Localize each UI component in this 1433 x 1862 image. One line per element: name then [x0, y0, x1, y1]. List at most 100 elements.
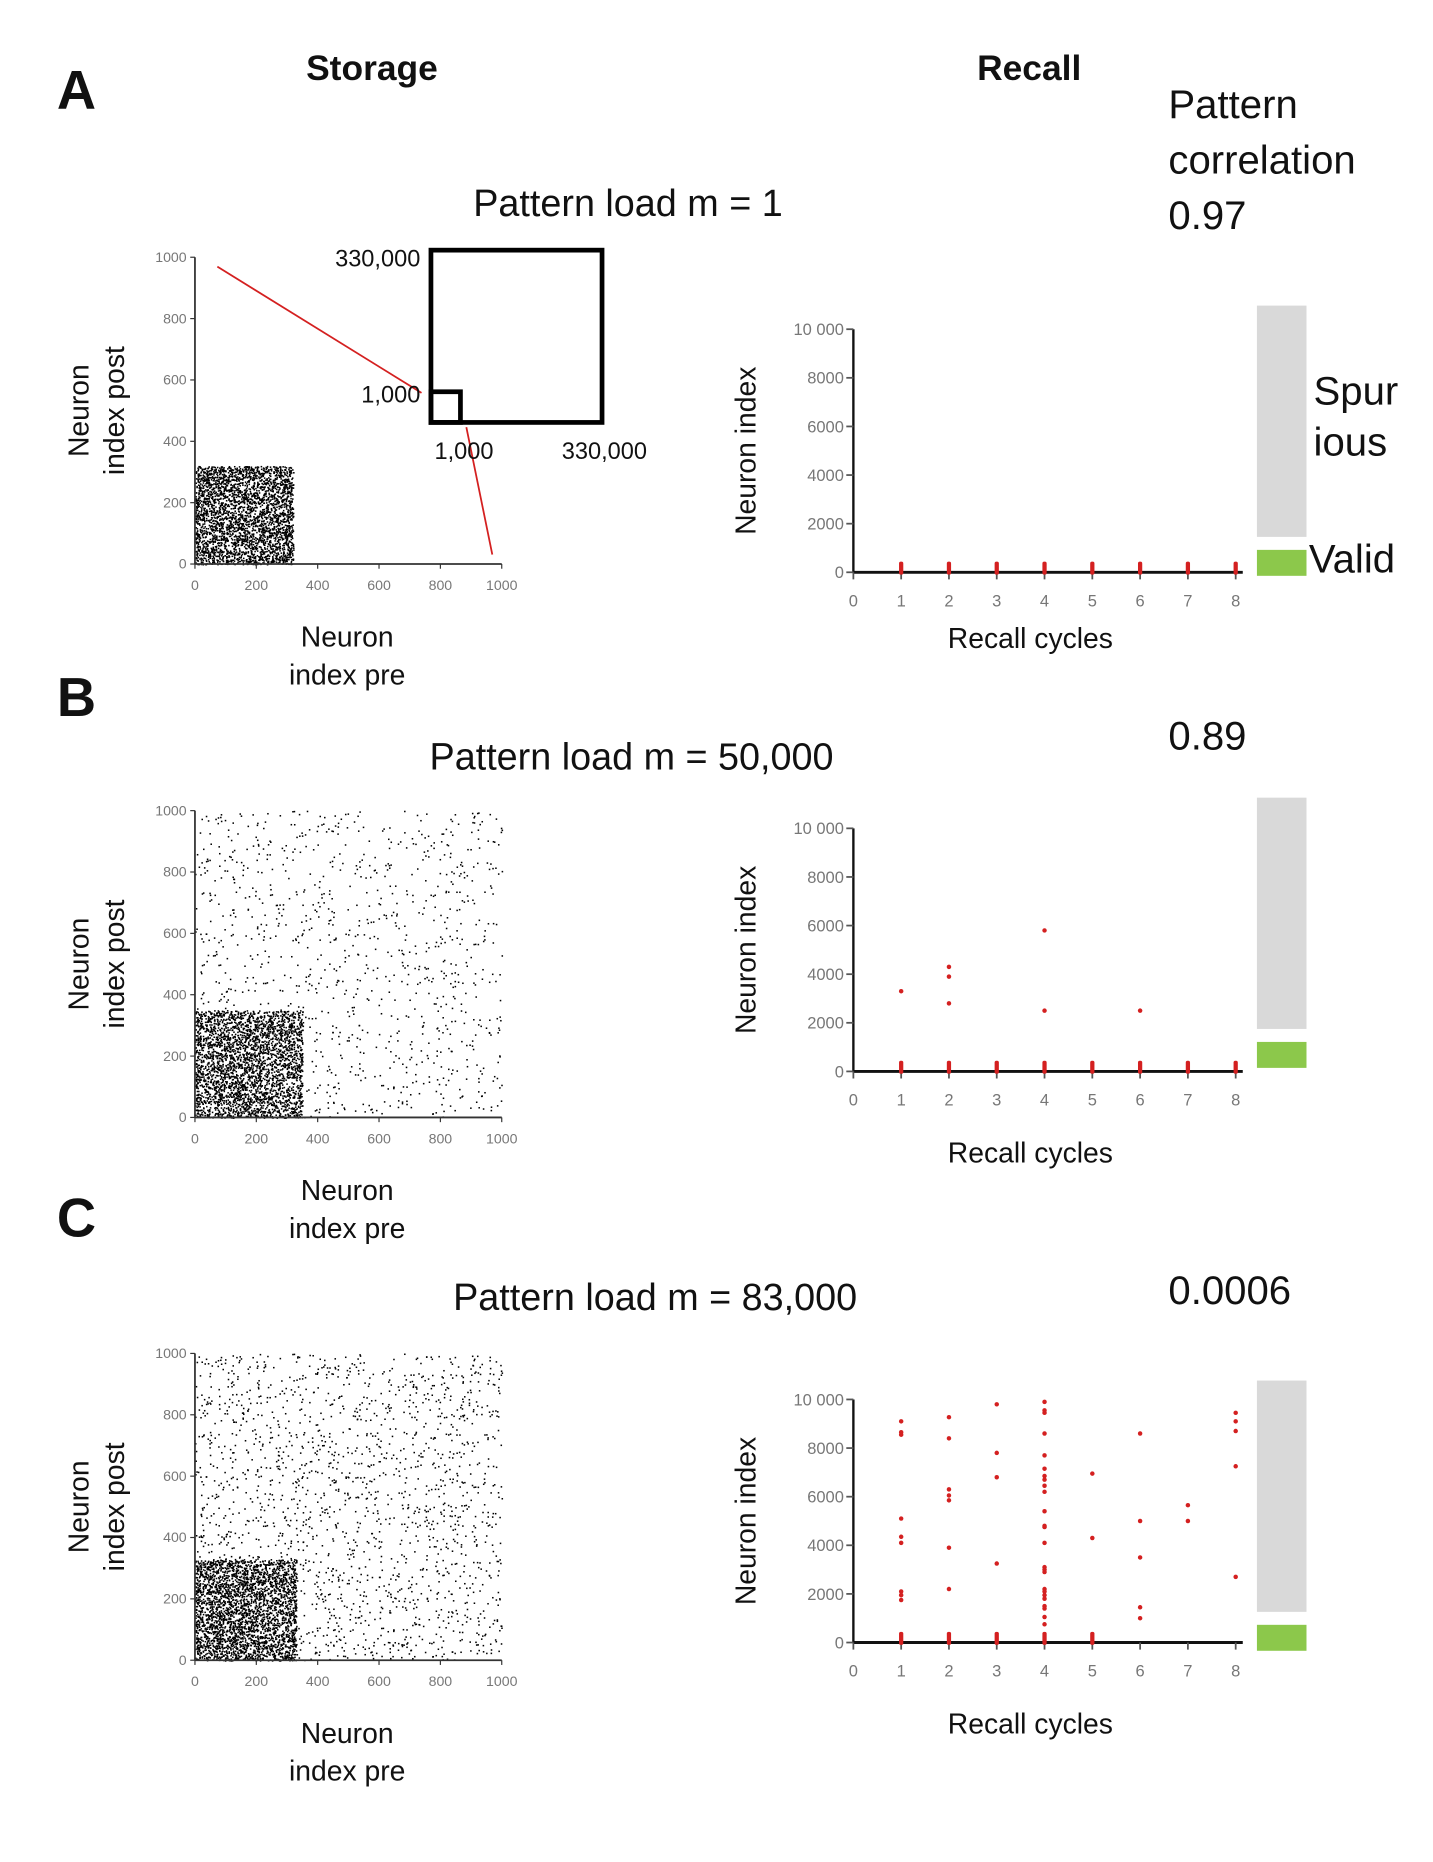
matrix-dot [221, 1089, 224, 1091]
matrix-dot [262, 562, 264, 564]
matrix-dot [207, 500, 209, 503]
matrix-dot [270, 532, 273, 534]
matrix-dot [208, 1113, 211, 1116]
matrix-dot [208, 553, 210, 555]
matrix-dot [195, 538, 198, 541]
matrix-dot [234, 504, 237, 507]
matrix-dot [279, 469, 282, 472]
matrix-dot [278, 1080, 280, 1082]
matrix-dot [230, 526, 232, 529]
matrix-dot [267, 483, 270, 485]
matrix-dot [268, 511, 271, 513]
matrix-dot [207, 1030, 210, 1032]
matrix-dot [263, 562, 266, 564]
matrix-dot [205, 548, 207, 550]
matrix-dot [220, 1045, 222, 1047]
matrix-dot [215, 501, 217, 504]
matrix-dot [280, 535, 283, 537]
matrix-dot [233, 490, 236, 492]
matrix-dot [273, 523, 275, 526]
matrix-dot [254, 1026, 257, 1029]
matrix-dot [220, 503, 223, 505]
matrix-dot [299, 1049, 302, 1051]
matrix-dot [212, 552, 214, 554]
matrix-dot [293, 472, 295, 474]
matrix-dot [218, 539, 221, 541]
matrix-dot [261, 474, 264, 477]
matrix-dot [298, 1039, 300, 1042]
matrix-dot [261, 556, 264, 559]
matrix-dot [233, 1016, 235, 1018]
matrix-dot [288, 1093, 290, 1095]
matrix-dot [267, 1101, 270, 1103]
matrix-dot [195, 1085, 197, 1087]
matrix-dot [217, 523, 219, 526]
matrix-dot [234, 483, 237, 485]
matrix-dot [207, 1056, 210, 1058]
matrix-dot [292, 529, 294, 531]
matrix-dot [282, 491, 285, 494]
matrix-dot [257, 1018, 259, 1020]
matrix-dot [273, 495, 275, 497]
matrix-dot [280, 1024, 282, 1026]
matrix-dot [269, 551, 271, 553]
matrix-dot [231, 539, 234, 541]
matrix-dot [264, 486, 266, 488]
matrix-dot [294, 1106, 297, 1108]
matrix-dot [232, 1051, 235, 1053]
matrix-dot [241, 540, 244, 543]
matrix-dot [215, 492, 217, 494]
matrix-dot [288, 558, 290, 561]
matrix-dot [284, 466, 286, 468]
matrix-dot [217, 1060, 219, 1063]
matrix-dot [261, 500, 263, 503]
matrix-dot [268, 555, 271, 558]
matrix-dot [210, 518, 213, 521]
matrix-dot [276, 1106, 278, 1108]
matrix-dot [282, 549, 284, 551]
matrix-dot [241, 1097, 244, 1100]
matrix-dot [267, 1049, 269, 1051]
matrix-dot [250, 520, 252, 522]
matrix-dot [263, 519, 265, 522]
matrix-dot [232, 533, 234, 535]
matrix-dot [206, 482, 208, 485]
matrix-dot [251, 478, 254, 481]
matrix-dot [195, 509, 198, 511]
matrix-dot [288, 532, 290, 535]
matrix-dot [271, 1086, 274, 1088]
matrix-dot [213, 551, 216, 553]
matrix-dot [254, 504, 257, 507]
matrix-dot [217, 513, 220, 515]
matrix-dot [223, 488, 226, 490]
matrix-dot [217, 542, 219, 545]
matrix-dot [229, 1064, 231, 1067]
matrix-dot [289, 475, 292, 478]
matrix-dot [221, 1104, 223, 1106]
matrix-dot [201, 540, 204, 543]
matrix-dot [281, 495, 284, 498]
matrix-dot [199, 1022, 202, 1024]
matrix-dot [217, 522, 219, 525]
matrix-dot [279, 533, 282, 536]
matrix-dot [230, 1067, 233, 1069]
matrix-dot [209, 541, 212, 543]
matrix-dot [233, 493, 235, 496]
matrix-dot [262, 535, 265, 537]
matrix-dot [289, 551, 291, 554]
matrix-dot [224, 496, 226, 498]
matrix-dot [289, 525, 292, 528]
matrix-dot [212, 1074, 214, 1077]
matrix-dot [275, 561, 278, 563]
matrix-dot [235, 1084, 237, 1087]
storage-y-label-line2: index post [98, 346, 130, 475]
matrix-dot [285, 467, 288, 469]
matrix-dot [230, 1081, 233, 1084]
matrix-dot [288, 550, 291, 552]
matrix-dot [274, 500, 276, 503]
matrix-dot [206, 486, 209, 488]
matrix-dot [226, 1081, 229, 1083]
matrix-dot [246, 530, 249, 532]
matrix-dot [215, 546, 218, 549]
